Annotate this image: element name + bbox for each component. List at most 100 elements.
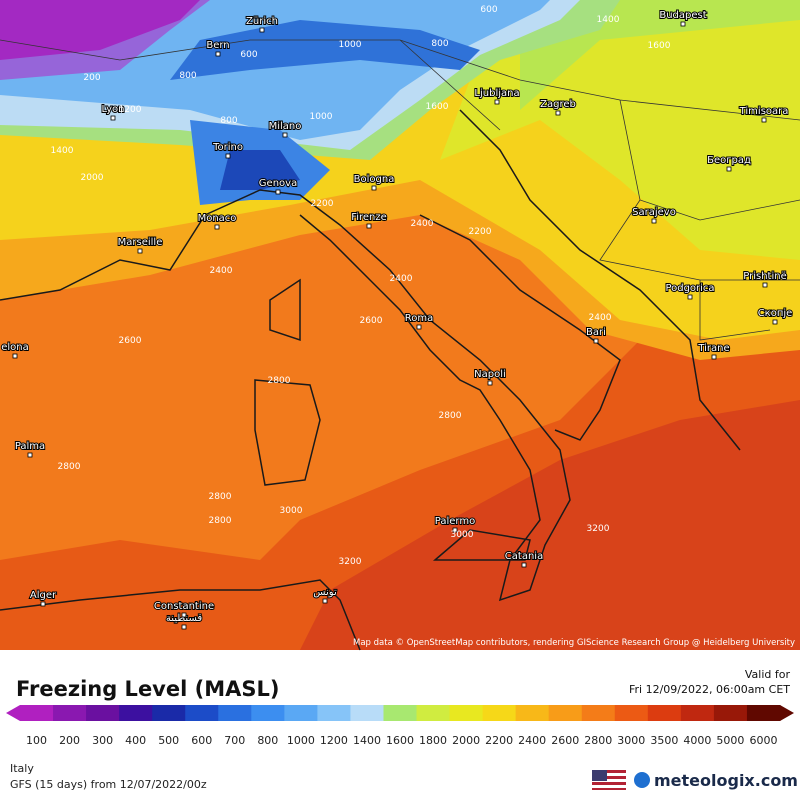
city-label: Ljubljana	[474, 88, 519, 99]
contour-label: 1000	[339, 40, 362, 50]
brand-logo	[634, 772, 650, 788]
city-marker	[181, 612, 187, 618]
legend-label: 2200	[485, 734, 513, 747]
city-marker	[687, 294, 693, 300]
contour-label: 1200	[119, 105, 142, 115]
city-marker	[214, 224, 220, 230]
city-label: قسنطينة	[166, 613, 203, 624]
legend-swatch	[713, 705, 748, 721]
contour-label: 2200	[469, 227, 492, 237]
city-marker	[711, 354, 717, 360]
legend-swatch	[86, 705, 120, 721]
contour-label: 2400	[589, 313, 612, 323]
city-label: Budapest	[659, 10, 706, 21]
city-label: Palermo	[435, 516, 475, 527]
legend-swatch	[251, 705, 285, 721]
city-label: Zürich	[246, 16, 278, 27]
contour-label: 2400	[411, 219, 434, 229]
contour-label: 3200	[339, 557, 362, 567]
legend-label: 4000	[683, 734, 711, 747]
map: Map data © OpenStreetMap contributors, r…	[0, 0, 800, 651]
legend-label: 200	[59, 734, 80, 747]
legend-swatch	[416, 705, 451, 721]
city-label: Firenze	[351, 212, 387, 223]
legend-swatch	[317, 705, 351, 721]
city-label: Podgorica	[665, 283, 714, 294]
model-run: GFS (15 days) from 12/07/2022/00z	[10, 778, 207, 791]
legend-label: 2600	[551, 734, 579, 747]
legend-label: 6000	[749, 734, 777, 747]
contour-label: 1600	[426, 102, 449, 112]
city-marker	[521, 562, 527, 568]
city-label: تونس	[313, 587, 337, 598]
legend-swatch	[515, 705, 550, 721]
legend-label: 3000	[617, 734, 645, 747]
city-marker	[259, 27, 265, 33]
contour-label: 2800	[439, 411, 462, 421]
legend-swatch	[350, 705, 384, 721]
city-marker	[275, 189, 281, 195]
valid-time: Fri 12/09/2022, 06:00am CET	[629, 683, 790, 696]
city-marker	[371, 185, 377, 191]
city-marker	[366, 223, 372, 229]
city-label: Marseille	[118, 237, 163, 248]
city-marker	[110, 115, 116, 121]
legend-swatch	[383, 705, 418, 721]
city-label: Catania	[505, 551, 543, 562]
city-marker	[772, 319, 778, 325]
city-marker	[225, 153, 231, 159]
contour-label: 2800	[209, 516, 232, 526]
contour-label: 1400	[597, 15, 620, 25]
legend: 100 200 300 400 500 600 700 800 1000 1200 1400 1600…	[6, 705, 794, 747]
legend-label: 1000	[287, 734, 315, 747]
city-marker	[181, 624, 187, 630]
contour-label: 3200	[587, 524, 610, 534]
legend-label: 1400	[353, 734, 381, 747]
brand[interactable]: meteologix.com	[654, 771, 798, 790]
legend-swatch	[614, 705, 649, 721]
city-marker	[680, 21, 686, 27]
contour-label: 2400	[210, 266, 233, 276]
legend-label: 1200	[320, 734, 348, 747]
legend-label: 5000	[716, 734, 744, 747]
map-labels: Zürich Bern Budapest Lyon Milano Torino Genova…	[0, 5, 793, 630]
city-marker	[137, 248, 143, 254]
legend-label: 1600	[386, 734, 414, 747]
title: Freezing Level (MASL)	[16, 677, 279, 701]
city-marker	[452, 527, 458, 533]
flag-icon	[592, 770, 626, 790]
legend-label: 300	[92, 734, 113, 747]
city-marker	[487, 380, 493, 386]
map-attribution: Map data © OpenStreetMap contributors, r…	[353, 638, 795, 648]
legend-swatch	[20, 705, 54, 721]
contour-label: 2400	[390, 274, 413, 284]
city-label: Prishtinë	[743, 271, 786, 282]
city-label: elona	[1, 342, 29, 353]
contour-label: 2800	[58, 462, 81, 472]
city-marker	[593, 338, 599, 344]
legend-swatch	[746, 705, 781, 721]
legend-label: 2400	[518, 734, 546, 747]
city-label: Timisoara	[739, 106, 789, 117]
legend-swatch	[185, 705, 219, 721]
legend-swatch	[548, 705, 583, 721]
valid-label: Valid for	[745, 668, 791, 681]
legend-label: 800	[257, 734, 278, 747]
city-marker	[494, 99, 500, 105]
contour-label: 2800	[268, 376, 291, 386]
city-label: Palma	[15, 441, 45, 452]
legend-arrow-right	[780, 705, 794, 721]
legend-swatch	[152, 705, 186, 721]
contour-label: 2000	[81, 173, 104, 183]
city-marker	[416, 324, 422, 330]
contour-label: 3000	[451, 530, 474, 540]
city-marker	[726, 166, 732, 172]
city-label: Milano	[269, 121, 302, 132]
legend-label: 100	[26, 734, 47, 747]
city-label: Napoli	[474, 369, 506, 380]
legend-swatch	[680, 705, 715, 721]
city-marker	[761, 117, 767, 123]
legend-label: 700	[224, 734, 245, 747]
city-marker	[215, 51, 221, 57]
